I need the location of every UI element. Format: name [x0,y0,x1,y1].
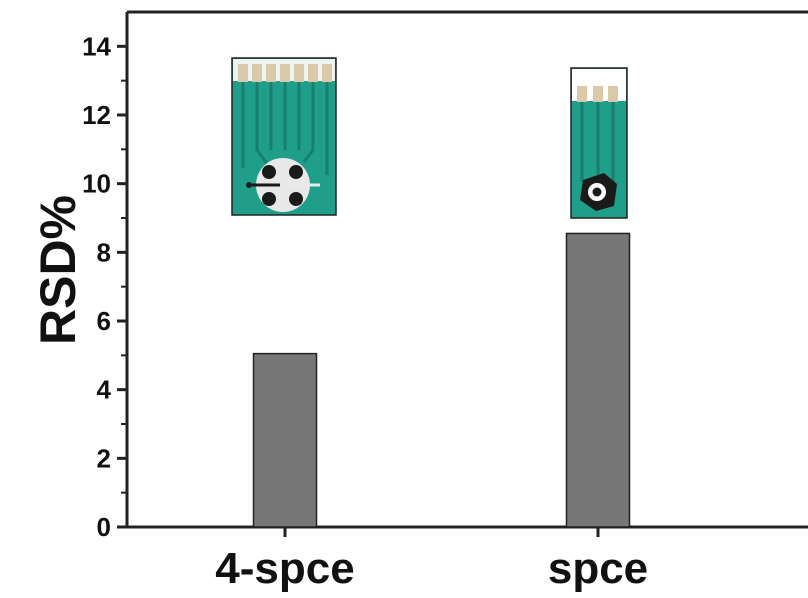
y-tick-label: 0 [97,512,111,542]
y-tick-label: 10 [82,169,111,199]
x-category-label: spce [548,544,648,593]
x-category-label: 4-spce [215,544,354,593]
y-axis-title: RSD% [30,195,86,345]
y-tick-label: 6 [97,306,111,336]
bar-4-spce [252,352,318,528]
y-tick-label: 14 [82,31,111,61]
4-spce-electrode-photo [231,57,337,216]
y-tick-label: 2 [97,443,111,473]
spce-electrode-photo [570,67,628,219]
y-tick-label: 8 [97,237,111,267]
y-axis-ticks: 0 2 4 6 8 10 12 14 [82,31,127,542]
y-tick-label: 4 [97,375,112,405]
x-axis-ticks: 4-spce spce [215,527,648,593]
bars [252,232,631,528]
bar-spce [565,232,631,528]
y-tick-label: 12 [82,100,111,130]
